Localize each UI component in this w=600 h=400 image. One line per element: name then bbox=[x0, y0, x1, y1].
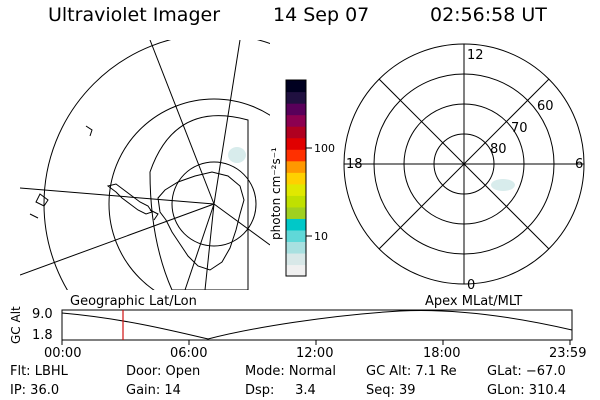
colorbar-segment bbox=[286, 103, 306, 116]
longitude-line bbox=[184, 203, 215, 290]
colorbar-segment bbox=[286, 195, 306, 208]
mlt-label-12: 12 bbox=[467, 48, 484, 63]
longitude-line bbox=[213, 40, 241, 205]
ip-info: IP: 36.0 bbox=[10, 383, 60, 398]
orbit-x-tick: 06:00 bbox=[170, 346, 208, 361]
latitude-circle bbox=[43, 40, 270, 290]
date-label: 14 Sep 07 bbox=[273, 4, 370, 26]
colorbar-segment bbox=[286, 137, 306, 150]
longitude-line bbox=[20, 203, 215, 276]
mlat-label-60: 60 bbox=[537, 99, 554, 114]
mlt-label-18: 18 bbox=[346, 157, 363, 172]
altitude-curve bbox=[61, 309, 573, 340]
orbit-x-tick: 12:00 bbox=[296, 346, 334, 361]
mlt-label-6: 6 bbox=[575, 157, 583, 172]
colorbar-segment bbox=[286, 149, 306, 162]
gain-info: Gain: 14 bbox=[126, 383, 181, 398]
orbit-x-tick: 23:59 bbox=[549, 346, 587, 361]
orbit-axis-title: GC Alt bbox=[9, 306, 23, 344]
mlat-label-70: 70 bbox=[511, 121, 528, 136]
geographic-map bbox=[20, 40, 270, 290]
colorbar-tick-100: 100 bbox=[314, 142, 335, 155]
field-of-view-outline bbox=[149, 115, 249, 290]
geo-latitude-info: GLat: −67.0 bbox=[487, 364, 566, 379]
orbit-y-max: 9.0 bbox=[32, 307, 53, 322]
colorbar-segment bbox=[286, 241, 306, 254]
colorbar-segment bbox=[286, 229, 306, 243]
mode-info: Mode: Normal bbox=[245, 364, 336, 379]
geo-longitude-info: GLon: 310.4 bbox=[487, 383, 567, 398]
colorbar-segment bbox=[286, 218, 306, 231]
colorbar: 100 10 photon cm⁻²s⁻¹ bbox=[269, 79, 335, 277]
orbit-x-tick: 00:00 bbox=[44, 346, 82, 361]
island-outline bbox=[85, 125, 93, 137]
latitude-circle bbox=[108, 98, 270, 290]
colorbar-segment bbox=[286, 206, 306, 219]
colorbar-unit-label: photon cm⁻²s⁻¹ bbox=[269, 147, 283, 240]
gc-altitude-info: GC Alt: 7.1 Re bbox=[366, 364, 457, 379]
longitude-line bbox=[204, 203, 215, 290]
orbit-y-min: 1.8 bbox=[32, 328, 53, 343]
colorbar-segment bbox=[286, 183, 306, 196]
longitude-line bbox=[20, 187, 215, 205]
colorbar-segment bbox=[286, 264, 306, 277]
mlt-meridian-diag bbox=[378, 78, 550, 250]
south-america-coastline bbox=[106, 183, 153, 215]
aurora-patch bbox=[228, 147, 246, 163]
island-outline bbox=[29, 213, 39, 219]
colorbar-segment bbox=[286, 172, 306, 185]
colorbar-segment bbox=[286, 252, 306, 266]
sequence-info: Seq: 39 bbox=[366, 383, 416, 398]
filter-info: Flt: LBHL bbox=[10, 364, 68, 379]
door-info: Door: Open bbox=[126, 364, 201, 379]
longitude-line bbox=[149, 40, 215, 205]
mlt-polar-plot bbox=[343, 43, 585, 285]
latitude-circle bbox=[171, 161, 257, 247]
orbit-plot: GC Alt bbox=[9, 306, 573, 345]
antarctica-coastline bbox=[157, 171, 245, 271]
colorbar-segment bbox=[286, 126, 306, 139]
apex-label: Apex MLat/MLT bbox=[425, 294, 523, 309]
colorbar-segment bbox=[286, 160, 306, 173]
colorbar-segment bbox=[286, 114, 306, 127]
colorbar-segment bbox=[286, 91, 306, 104]
mlt-label-0: 0 bbox=[467, 278, 475, 293]
geographic-label: Geographic Lat/Lon bbox=[70, 294, 197, 309]
orbit-plot-frame bbox=[61, 309, 573, 341]
longitude-line bbox=[213, 203, 270, 246]
dsp-info: Dsp: 3.4 bbox=[245, 383, 316, 398]
mlat-label-80: 80 bbox=[490, 142, 507, 157]
island-outline bbox=[149, 209, 159, 221]
island-outline bbox=[35, 193, 49, 207]
app-title: Ultraviolet Imager bbox=[48, 4, 221, 26]
time-label: 02:56:58 UT bbox=[430, 4, 547, 26]
colorbar-segment bbox=[286, 80, 306, 93]
aurora-patch-mlt bbox=[491, 179, 515, 191]
colorbar-tick-10: 10 bbox=[314, 230, 328, 243]
orbit-x-tick: 18:00 bbox=[423, 346, 461, 361]
